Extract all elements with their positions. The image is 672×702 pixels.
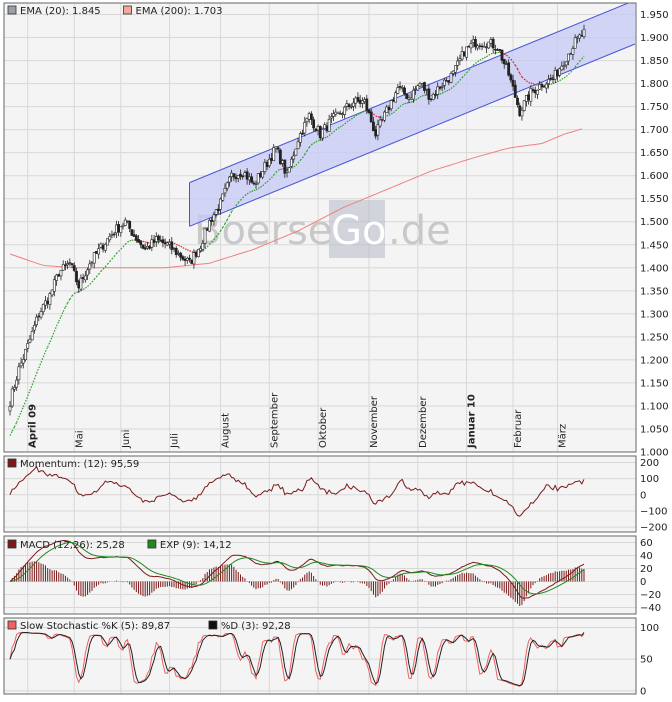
legend-swatch [8,621,16,629]
y-tick-label: 0 [640,686,646,697]
x-month-label: Juli [170,433,181,449]
legend-label: EMA (200): 1.703 [136,6,223,17]
x-month-label: Juni [121,430,132,449]
y-tick-label: 1.150 [640,378,669,389]
legend-label: Slow Stochastic %K (5): 89,87 [20,621,170,632]
legend-label: MACD (12,26): 25,28 [20,540,125,551]
x-month-label: August [221,413,232,448]
legend-label: %D (3): 92,28 [221,621,291,632]
y-tick-label: 1.600 [640,171,669,182]
legend-label: Momentum: (12): 95,59 [20,459,139,470]
y-tick-label: −200 [640,523,667,534]
y-tick-label: 0 [640,490,646,501]
y-tick-label: 200 [640,458,659,469]
y-tick-label: 1.200 [640,355,669,366]
candle [106,238,108,245]
x-month-label: Mai [74,430,85,448]
y-tick-label: 1.300 [640,309,669,320]
candle [131,229,133,235]
candle [295,149,297,156]
price-y-axis: 1.000 1.050 1.100 1.150 1.200 1.250 1.300 1.350… [640,10,669,458]
y-tick-label: 60 [640,538,653,549]
momentum-y-axis: 200 100 0 −100 −200 [640,458,667,534]
legend-swatch [148,540,156,548]
x-month-label: November [369,395,380,448]
y-tick-label: 1.350 [640,286,669,297]
watermark-tld: .de [388,208,451,254]
y-tick-label: 1.050 [640,424,669,435]
y-tick-label: 1.900 [640,33,669,44]
x-month-label: September [269,392,280,448]
y-tick-label: 1.100 [640,401,669,412]
x-month-label: Februar [513,409,524,448]
y-tick-label: 1.700 [640,125,669,136]
legend-stochastic: Slow Stochastic %K (5): 89,87 %D (3): 92,… [8,621,291,632]
candle [279,149,281,165]
legend-momentum: Momentum: (12): 95,59 [8,459,139,470]
candle [24,349,26,362]
legend-swatch [8,459,16,467]
legend-label: EXP (9): 14,12 [160,540,232,551]
legend-swatch [8,540,16,548]
y-tick-label: 100 [640,474,659,485]
y-tick-label: 1.850 [640,56,669,67]
legend-swatch [209,621,217,629]
y-tick-label: 1.750 [640,102,669,113]
macd-y-axis: 60 40 20 0 −20 −40 [640,538,661,614]
y-tick-label: 1.550 [640,194,669,205]
legend-macd: MACD (12,26): 25,28 EXP (9): 14,12 [8,540,232,551]
candle [208,218,210,232]
x-month-label: Dezember [418,396,429,448]
candle [406,93,408,99]
y-tick-label: 100 [640,623,659,634]
y-tick-label: −40 [640,603,661,614]
y-tick-label: −20 [640,590,661,601]
y-tick-label: 1.500 [640,217,669,228]
stochastic-panel: 100 50 0 Slow Stochastic %K (5): 89,87 %D (… [4,618,659,697]
y-tick-label: −100 [640,506,667,517]
y-tick-label: 0 [640,577,646,588]
legend-swatch [8,6,16,14]
x-month-label: April 09 [28,404,39,448]
candle [288,167,290,173]
candle [383,110,385,122]
x-month-label: März [557,424,568,448]
y-tick-label: 1.250 [640,332,669,343]
y-tick-label: 1.650 [640,148,669,159]
watermark-go: Go [331,208,386,254]
y-tick-label: 1.000 [640,448,669,459]
x-month-label: Januar 10 [467,394,478,449]
candle [488,42,490,49]
stochastic-y-axis: 100 50 0 [640,623,659,697]
macd-panel: 60 40 20 0 −20 −40 MACD (12,26): 25,28 EXP (9)… [4,536,661,614]
y-tick-label: 1.950 [640,10,669,21]
candle [257,173,259,184]
y-tick-label: 1.400 [640,263,669,274]
x-month-label: Oktober [318,407,329,448]
candle [11,386,13,408]
candle [95,251,97,254]
legend-swatch [124,6,132,14]
y-tick-label: 1.450 [640,240,669,251]
candle [523,100,525,112]
candle [142,245,144,250]
y-tick-label: 1.800 [640,79,669,90]
legend-label: EMA (20): 1.845 [20,6,101,17]
momentum-panel: 200 100 0 −100 −200 Momentum: (12): 95,59 [4,456,667,534]
candle [463,51,465,56]
y-tick-label: 40 [640,551,653,562]
candle [197,249,199,258]
y-tick-label: 50 [640,655,653,666]
price-panel: Boerse Go .de 1.0001.0501.1001.1501.2001… [4,0,669,458]
y-tick-label: 20 [640,564,653,575]
